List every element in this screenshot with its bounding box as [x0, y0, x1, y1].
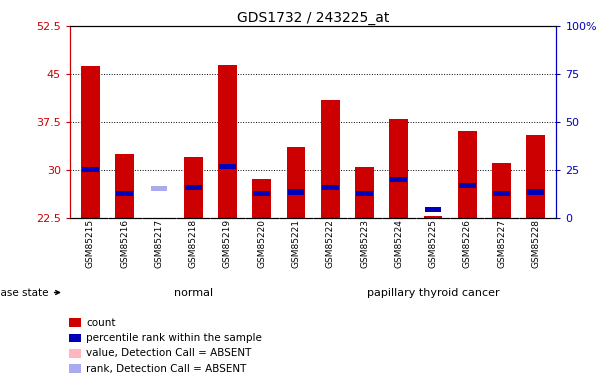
Bar — [252, 179, 271, 218]
Bar — [424, 207, 441, 212]
Bar — [185, 185, 202, 190]
Text: GSM85225: GSM85225 — [429, 219, 438, 268]
Bar — [69, 334, 81, 342]
Bar — [424, 216, 443, 217]
Bar — [527, 135, 545, 218]
Bar — [116, 154, 134, 218]
Bar — [69, 318, 81, 327]
Bar — [321, 100, 340, 218]
Title: GDS1732 / 243225_at: GDS1732 / 243225_at — [237, 11, 389, 25]
Text: rank, Detection Call = ABSENT: rank, Detection Call = ABSENT — [86, 364, 247, 374]
Bar — [459, 183, 475, 188]
Text: count: count — [86, 318, 116, 328]
Bar — [493, 191, 510, 196]
Bar — [322, 185, 339, 190]
Bar — [389, 118, 408, 218]
Text: GSM85220: GSM85220 — [257, 219, 266, 268]
Text: value, Detection Call = ABSENT: value, Detection Call = ABSENT — [86, 348, 252, 358]
Text: GSM85215: GSM85215 — [86, 219, 95, 268]
Bar — [458, 132, 477, 218]
Text: papillary thyroid cancer: papillary thyroid cancer — [367, 288, 499, 297]
Text: percentile rank within the sample: percentile rank within the sample — [86, 333, 262, 343]
Bar — [184, 157, 202, 218]
Bar — [492, 164, 511, 218]
Text: GSM85218: GSM85218 — [188, 219, 198, 268]
Bar — [390, 177, 407, 182]
Text: GSM85221: GSM85221 — [291, 219, 300, 268]
Text: GSM85222: GSM85222 — [326, 219, 335, 268]
Bar — [286, 147, 305, 218]
Text: GSM85228: GSM85228 — [531, 219, 541, 268]
Bar — [355, 166, 374, 218]
Text: GSM85227: GSM85227 — [497, 219, 506, 268]
Bar — [219, 164, 236, 169]
Bar — [356, 191, 373, 196]
Bar — [254, 191, 270, 196]
Bar — [218, 64, 237, 218]
Text: GSM85219: GSM85219 — [223, 219, 232, 268]
Bar — [151, 186, 167, 191]
Bar — [69, 364, 81, 373]
Text: GSM85223: GSM85223 — [360, 219, 369, 268]
Bar — [81, 66, 100, 218]
Text: normal: normal — [174, 288, 213, 297]
Text: disease state: disease state — [0, 288, 49, 297]
Bar — [69, 349, 81, 358]
Bar — [82, 166, 99, 172]
Text: GSM85226: GSM85226 — [463, 219, 472, 268]
Text: GSM85216: GSM85216 — [120, 219, 130, 268]
Bar — [527, 189, 544, 195]
Bar — [116, 191, 133, 196]
Text: GSM85224: GSM85224 — [394, 219, 403, 268]
Text: GSM85217: GSM85217 — [154, 219, 164, 268]
Bar — [288, 189, 305, 195]
